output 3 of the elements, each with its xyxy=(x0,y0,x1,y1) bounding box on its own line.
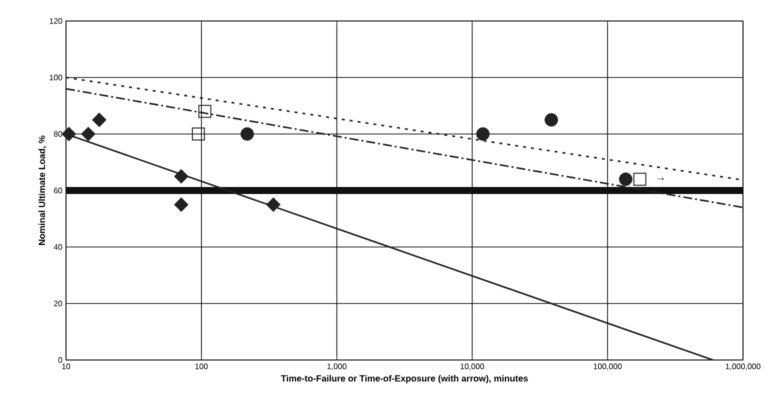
x-axis-title: Time-to-Failure or Time-of-Exposure (with arrow), minutes xyxy=(280,374,528,384)
annotation: → xyxy=(657,178,664,180)
y-axis-title: Nominal Ultimate Load, % xyxy=(38,136,46,245)
